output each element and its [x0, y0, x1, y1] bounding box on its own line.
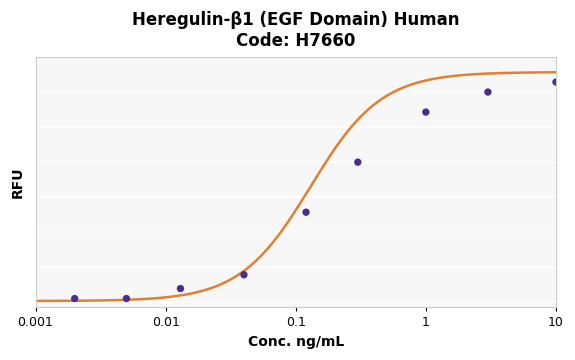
Y-axis label: RFU: RFU: [11, 166, 25, 198]
Point: [239, 272, 248, 278]
Point: [122, 296, 131, 301]
Point: [176, 285, 185, 291]
Title: Heregulin-β1 (EGF Domain) Human
Code: H7660: Heregulin-β1 (EGF Domain) Human Code: H7…: [132, 11, 459, 50]
Point: [70, 296, 79, 301]
Point: [484, 89, 493, 95]
Point: [551, 79, 561, 85]
Point: [301, 209, 310, 215]
X-axis label: Conc. ng/mL: Conc. ng/mL: [248, 335, 344, 349]
Point: [421, 109, 431, 115]
Point: [353, 159, 362, 165]
